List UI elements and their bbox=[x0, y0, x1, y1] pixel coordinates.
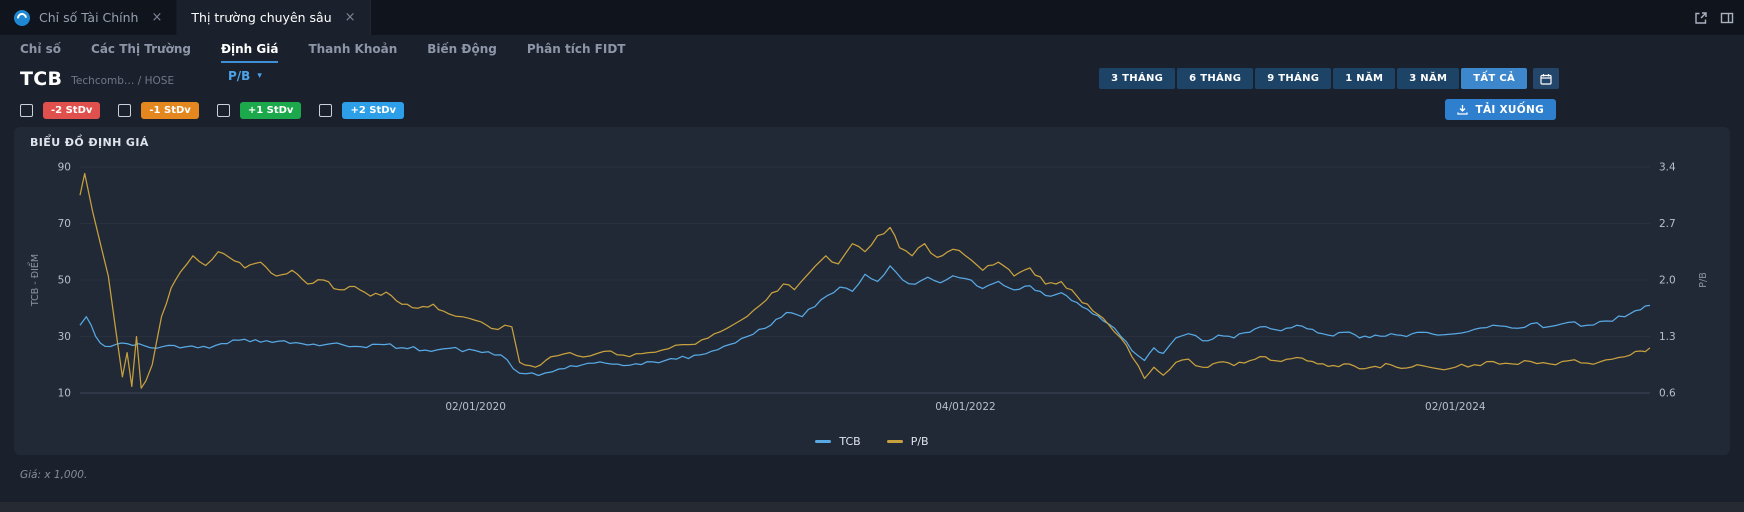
ticker-symbol: TCB bbox=[20, 68, 63, 90]
svg-text:0.6: 0.6 bbox=[1659, 388, 1676, 400]
valuation-chart[interactable]: 90 70 50 30 10 3.4 2.7 2.0 1.3 0.6 02/01/2020 04/01… bbox=[14, 153, 1730, 421]
pb-line-swatch bbox=[886, 440, 903, 443]
window-tab-bar: Chỉ số Tài Chính × Thị trường chuyên sâu… bbox=[0, 0, 1744, 35]
nav-item-phan-tich-fidt[interactable]: Phân tích FIDT bbox=[526, 42, 626, 56]
stdv-row: -2 StDv -1 StDv +1 StDv +2 StDv TẢI XUỐN… bbox=[0, 95, 1744, 125]
tcb-line-swatch bbox=[815, 440, 832, 443]
calendar-button[interactable] bbox=[1533, 68, 1559, 89]
svg-text:70: 70 bbox=[58, 218, 71, 230]
nav-item-bien-dong[interactable]: Biến Động bbox=[427, 42, 497, 56]
svg-text:90: 90 bbox=[58, 162, 71, 174]
chart-legend: TCB P/B bbox=[14, 435, 1730, 448]
stdv-checkbox-minus1[interactable] bbox=[118, 103, 132, 117]
stdv-group-plus1: +1 StDv bbox=[216, 101, 302, 119]
stdv-badge-plus1: +1 StDv bbox=[239, 101, 302, 119]
tab-close-icon[interactable]: × bbox=[151, 10, 163, 25]
split-layout-icon[interactable] bbox=[1720, 11, 1734, 25]
price-scale-note: Giá: x 1,000. bbox=[20, 469, 88, 481]
chart-title: BIỂU ĐỒ ĐỊNH GIÁ bbox=[30, 136, 149, 149]
range-button-3y[interactable]: 3 NĂM bbox=[1397, 68, 1460, 89]
ticker-subtitle: Techcomb… / HOSE bbox=[71, 75, 175, 87]
open-new-window-icon[interactable] bbox=[1694, 11, 1708, 25]
range-button-all[interactable]: TẤT CẢ bbox=[1461, 68, 1527, 89]
metric-select-dropdown[interactable]: P/B ▾ bbox=[228, 69, 262, 83]
svg-text:P/B: P/B bbox=[1698, 272, 1709, 287]
symbol-row: TCB Techcomb… / HOSE P/B ▾ 3 THÁNG 6 THÁ… bbox=[0, 63, 1744, 95]
legend-label: TCB bbox=[839, 435, 861, 448]
tab-label: Thị trường chuyên sâu bbox=[191, 10, 332, 25]
metric-select-value: P/B bbox=[228, 69, 251, 83]
tab-thi-truong-chuyen-sau[interactable]: Thị trường chuyên sâu × bbox=[177, 0, 371, 35]
stdv-badge-minus1: -1 StDv bbox=[141, 101, 199, 119]
legend-item-tcb[interactable]: TCB bbox=[815, 435, 861, 448]
download-icon bbox=[1457, 105, 1469, 115]
section-nav: Chỉ số Các Thị Trường Định Giá Thanh Kho… bbox=[0, 35, 1744, 63]
stdv-badge-minus2: -2 StDv bbox=[43, 101, 101, 119]
svg-text:30: 30 bbox=[58, 331, 71, 343]
stdv-group-minus2: -2 StDv bbox=[20, 101, 101, 119]
tab-label: Chỉ số Tài Chính bbox=[39, 10, 139, 25]
range-button-3m[interactable]: 3 THÁNG bbox=[1099, 68, 1176, 89]
valuation-chart-card: BIỂU ĐỒ ĐỊNH GIÁ 90 70 50 30 10 3.4 2.7 2.0 1.3 0… bbox=[14, 127, 1730, 455]
range-button-9m[interactable]: 9 THÁNG bbox=[1255, 68, 1332, 89]
chevron-down-icon: ▾ bbox=[257, 71, 262, 81]
svg-text:TCB - ĐIỂM: TCB - ĐIỂM bbox=[28, 254, 41, 307]
nav-item-chi-so[interactable]: Chỉ số bbox=[20, 42, 62, 56]
svg-text:3.4: 3.4 bbox=[1659, 162, 1676, 174]
stdv-checkbox-plus1[interactable] bbox=[216, 103, 230, 117]
nav-item-dinh-gia[interactable]: Định Giá bbox=[220, 35, 278, 63]
download-button-label: TẢI XUỐNG bbox=[1475, 103, 1544, 116]
svg-text:10: 10 bbox=[58, 388, 71, 400]
svg-text:02/01/2020: 02/01/2020 bbox=[445, 401, 506, 413]
stdv-checkbox-plus2[interactable] bbox=[319, 103, 333, 117]
calendar-icon bbox=[1540, 73, 1552, 85]
nav-item-thanh-khoan[interactable]: Thanh Khoản bbox=[308, 42, 398, 56]
svg-text:04/01/2022: 04/01/2022 bbox=[935, 401, 996, 413]
download-button[interactable]: TẢI XUỐNG bbox=[1445, 99, 1556, 120]
svg-text:2.0: 2.0 bbox=[1659, 275, 1676, 287]
app-logo-icon bbox=[14, 9, 30, 26]
tab-close-icon[interactable]: × bbox=[344, 10, 356, 25]
range-button-1y[interactable]: 1 NĂM bbox=[1333, 68, 1396, 89]
stdv-group-plus2: +2 StDv bbox=[319, 101, 405, 119]
bottom-strip bbox=[0, 502, 1744, 512]
stdv-group-minus1: -1 StDv bbox=[118, 101, 199, 119]
nav-item-cac-thi-truong[interactable]: Các Thị Trường bbox=[91, 42, 191, 56]
time-range-group: 3 THÁNG 6 THÁNG 9 THÁNG 1 NĂM 3 NĂM TẤT … bbox=[1099, 68, 1559, 89]
legend-label: P/B bbox=[910, 435, 929, 448]
tab-chi-so-tai-chinh[interactable]: Chỉ số Tài Chính × bbox=[0, 0, 177, 35]
svg-text:2.7: 2.7 bbox=[1659, 218, 1676, 230]
stdv-badge-plus2: +2 StDv bbox=[342, 101, 405, 119]
range-button-6m[interactable]: 6 THÁNG bbox=[1177, 68, 1254, 89]
stdv-checkbox-minus2[interactable] bbox=[20, 103, 33, 117]
svg-text:1.3: 1.3 bbox=[1659, 331, 1676, 343]
svg-text:02/01/2024: 02/01/2024 bbox=[1425, 401, 1486, 413]
legend-item-pb[interactable]: P/B bbox=[886, 435, 929, 448]
svg-text:50: 50 bbox=[58, 275, 71, 287]
